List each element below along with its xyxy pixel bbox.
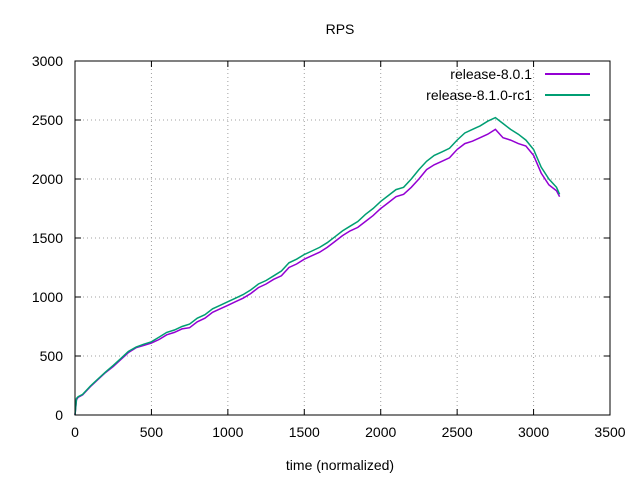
legend-label: release-8.1.0-rc1 <box>426 87 532 103</box>
y-tick-label: 500 <box>40 348 64 364</box>
series-line-1 <box>74 116 561 416</box>
grid-lines <box>75 61 610 415</box>
y-tick-label: 2500 <box>32 112 63 128</box>
x-tick-label: 500 <box>140 424 164 440</box>
axis-ticks: 0 500 1000 1500 2000 2500 3000 3500 0 500 1000 1500… <box>32 53 626 440</box>
chart-title: RPS <box>326 21 355 37</box>
y-tick-label: 1500 <box>32 230 63 246</box>
series-layer <box>74 116 561 416</box>
y-tick-label: 0 <box>55 407 63 423</box>
x-tick-label: 3500 <box>594 424 625 440</box>
x-tick-label: 1500 <box>289 424 320 440</box>
x-tick-label: 1000 <box>212 424 243 440</box>
legend-label: release-8.0.1 <box>450 66 532 82</box>
y-tick-label: 1000 <box>32 289 63 305</box>
x-tick-label: 2000 <box>365 424 396 440</box>
legend: release-8.0.1 release-8.1.0-rc1 <box>426 66 590 103</box>
x-tick-label: 3000 <box>518 424 549 440</box>
x-axis-label: time (normalized) <box>286 457 394 473</box>
x-tick-label: 0 <box>71 424 79 440</box>
y-tick-label: 3000 <box>32 53 63 69</box>
y-tick-label: 2000 <box>32 171 63 187</box>
x-tick-label: 2500 <box>442 424 473 440</box>
series-line-0 <box>74 128 561 416</box>
